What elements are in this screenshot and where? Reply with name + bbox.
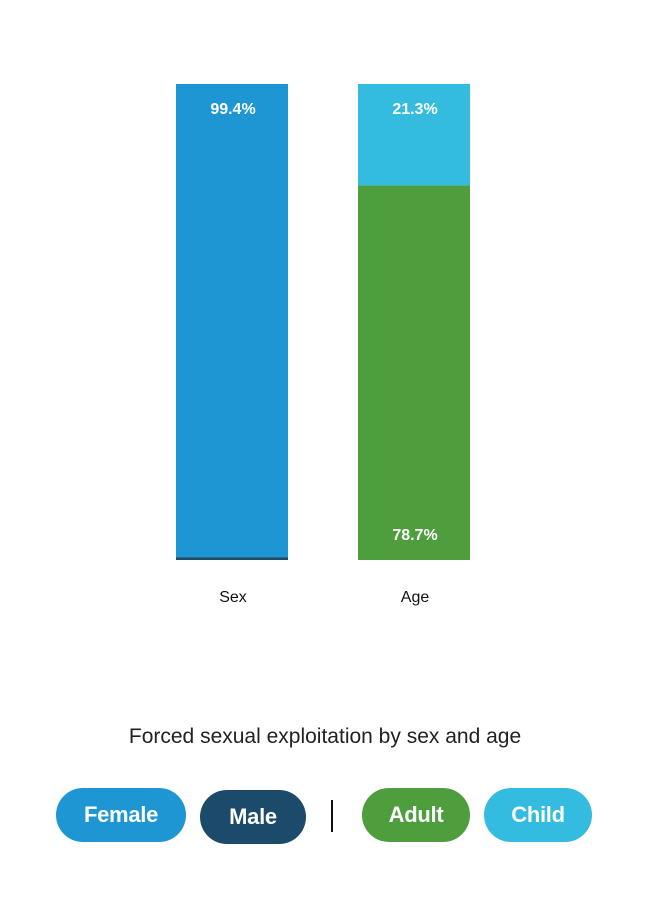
- bar-segment-age-adult[interactable]: [358, 185, 470, 560]
- data-label-age-adult: 78.7%: [392, 527, 437, 544]
- bar-segment-sex-male[interactable]: [176, 557, 288, 560]
- data-label-age-child: 21.3%: [392, 101, 437, 118]
- legend-child-label: Child: [511, 802, 565, 827]
- legend-divider: [331, 800, 333, 832]
- legend-adult-label: Adult: [388, 802, 444, 827]
- bar-segment-age-child[interactable]: [358, 84, 470, 186]
- legend-child-button[interactable]: Child: [484, 788, 592, 842]
- chart-title: Forced sexual exploitation by sex and ag…: [128, 725, 522, 748]
- legend-female-label: Female: [83, 802, 159, 827]
- legend: Female Male Adult Child: [0, 786, 672, 846]
- data-label-sex-female: 99.4%: [210, 101, 255, 118]
- bar-segment-sex-female[interactable]: [176, 84, 288, 558]
- stacked-bar-chart: 99.4% Sex 78.7% 21.3% Age: [176, 84, 470, 606]
- category-label-age: Age: [401, 589, 430, 606]
- legend-male-button[interactable]: Male: [200, 790, 306, 844]
- legend-male-label: Male: [229, 804, 277, 829]
- legend-adult-button[interactable]: Adult: [362, 788, 470, 842]
- legend-female-button[interactable]: Female: [56, 788, 186, 842]
- category-label-sex: Sex: [219, 589, 247, 606]
